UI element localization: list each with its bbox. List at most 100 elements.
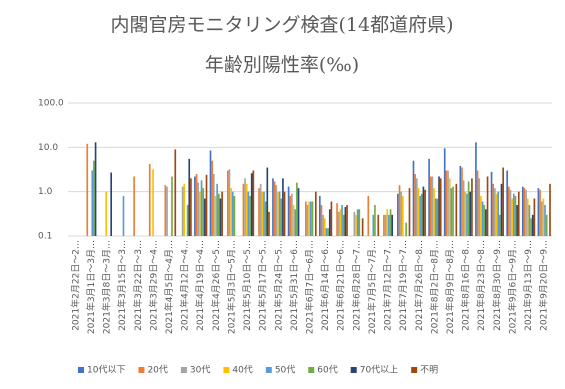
x-tick-label: 2021年2月22日～2… [69,240,81,331]
bar [405,222,407,236]
bar [294,209,297,236]
bar [424,189,426,236]
bar [194,176,196,236]
bar [542,198,545,236]
bar [481,201,484,236]
bar [467,181,470,236]
legend-swatch [223,367,230,373]
bar [516,205,518,236]
bar [540,201,543,236]
bar [166,186,168,236]
x-tick-label: 2021年4月12日～4… [179,240,191,331]
legend-label: 50代 [275,365,295,376]
bar [266,167,269,236]
bar [305,201,307,236]
bar [433,188,435,236]
bar [199,191,201,236]
x-tick-label: 2021年5月24日～5… [272,240,284,331]
bar [291,193,293,236]
bar [495,193,498,236]
legend-label: 20代 [147,365,167,376]
legend-swatch [350,367,357,373]
bar [521,186,524,236]
bar [250,173,253,236]
chart-title: 内閣官房モニタリング検査(14都道府県) [110,14,453,36]
bar [398,185,401,236]
x-tick-label: 2021年6月14日～6… [319,240,331,331]
bar [174,149,177,236]
bar [531,214,534,236]
bar [475,142,477,236]
bar [476,170,479,236]
bar [292,205,295,236]
x-tick-label: 2021年8月9日～8月… [444,240,456,334]
bar [346,205,348,236]
bar [452,186,454,236]
bar [483,205,486,236]
bar [233,195,236,236]
bar [183,183,186,236]
bar [492,183,495,236]
bar [190,178,192,236]
bar [273,181,276,236]
legend-label: 不明 [420,365,438,376]
bar [355,214,357,236]
bar [242,183,245,236]
legend-swatch [180,367,187,373]
bar [533,198,536,236]
bar [337,211,340,236]
bar [280,198,283,236]
bar [464,191,467,236]
bar [86,143,89,236]
bar [420,193,423,236]
x-tick-label: 2021年4月19日～4… [194,240,206,331]
bar [388,214,390,236]
legend-label: 40代 [232,365,252,376]
y-tick-label: 0.1 [38,232,52,242]
x-tick-label: 2021年5月10日～5… [241,240,253,331]
bar [328,209,331,236]
bar [122,195,125,236]
bar [264,201,267,236]
bar [268,211,270,236]
x-tick-label: 2021年5月17日～5… [257,240,269,331]
x-tick-label: 2021年7月26日～8… [413,240,425,331]
bar [545,214,548,236]
bar [263,191,265,236]
bar [322,214,324,236]
bar [517,191,520,236]
bar [526,198,529,236]
bar [367,195,370,236]
bar [429,176,432,236]
legend-swatch [308,367,315,373]
bar [549,183,551,236]
legend-label: 10代以下 [87,365,125,376]
legend-swatch [265,367,272,373]
y-tick-label: 100.0 [38,99,64,109]
bar [539,189,541,236]
legend-swatch [78,367,84,373]
bar [94,142,97,236]
x-tick-label: 2021年4月5日～4月… [163,240,175,334]
bar [525,189,527,236]
x-tick-label: 2021年8月2日～8月… [428,240,440,334]
bar [486,176,489,236]
bar [530,218,532,236]
bar [353,211,356,236]
x-tick-label: 2021年8月16日～8… [460,240,472,331]
bar [209,150,212,236]
x-tick-label: 2021年6月7日～6月… [304,240,316,334]
bar [272,178,274,236]
bar [439,178,442,236]
x-tick-label: 2021年3月1日～3月… [85,240,97,334]
bar [461,167,463,236]
bar [528,205,531,236]
bar [341,205,343,236]
x-tick-label: 2021年5月31日～6… [288,240,300,331]
bar [289,195,292,236]
x-tick-label: 2021年8月23日～8… [475,240,487,331]
bar [152,169,154,236]
bar [506,170,508,236]
legend-label: 60代 [317,365,337,376]
